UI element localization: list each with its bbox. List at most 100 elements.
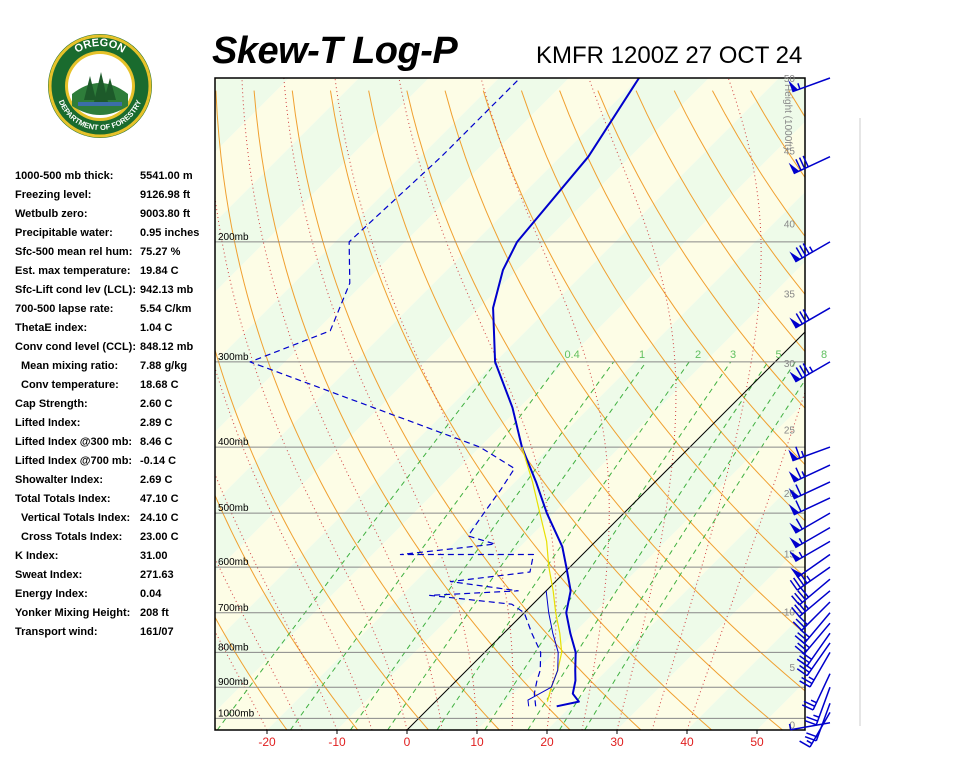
page-title: Skew-T Log-P bbox=[212, 30, 458, 72]
index-label: 1000-500 mb thick: bbox=[15, 170, 114, 182]
wind-barb-flag bbox=[799, 680, 811, 688]
wind-barb-half-flag bbox=[797, 83, 801, 90]
wind-barb-flag bbox=[799, 629, 810, 638]
index-row: Cap Strength: 2.60 C bbox=[15, 395, 215, 414]
pressure-label: 500mb bbox=[218, 503, 249, 514]
moist-adiabat bbox=[241, 78, 443, 730]
height-tick-label: 45 bbox=[784, 147, 796, 158]
dry-adiabat bbox=[215, 727, 217, 730]
wind-barb-flag bbox=[799, 664, 810, 674]
wind-barb-flag bbox=[798, 157, 806, 169]
wind-barb-pennant bbox=[789, 251, 801, 262]
wind-barb-flag bbox=[795, 367, 803, 379]
index-value: 5.54 C/km bbox=[140, 303, 192, 315]
height-tick-label: 10 bbox=[784, 608, 796, 619]
wind-barb-flag bbox=[798, 615, 808, 626]
isotherm-band bbox=[0, 78, 79, 730]
wind-barb-flag bbox=[789, 579, 798, 591]
index-row: K Index: 31.00 bbox=[15, 547, 215, 566]
plot-area bbox=[0, 78, 960, 730]
index-label: Conv temperature: bbox=[21, 379, 119, 391]
wind-barb-half-flag bbox=[800, 450, 805, 457]
index-value: 24.10 C bbox=[140, 512, 179, 524]
wind-barb-staff bbox=[793, 155, 831, 175]
wind-barb bbox=[804, 702, 831, 742]
index-value: 19.84 C bbox=[140, 265, 179, 277]
x-tick-label: 20 bbox=[540, 735, 554, 749]
height-tick-label: 5 bbox=[789, 663, 795, 674]
wind-barb-staff bbox=[794, 307, 831, 329]
wind-barb-flag bbox=[794, 635, 805, 644]
mixing-ratio-label: 1 bbox=[639, 349, 645, 361]
index-value: 8.46 C bbox=[140, 436, 173, 448]
wind-barb bbox=[799, 651, 831, 688]
index-label: Mean mixing ratio: bbox=[21, 360, 119, 372]
wind-barb-flag bbox=[797, 642, 808, 652]
svg-text:OREGON: OREGON bbox=[73, 37, 128, 56]
pressure-label: 1000mb bbox=[218, 708, 255, 719]
index-label: Est. max temperature: bbox=[15, 265, 131, 277]
height-tick-label: 30 bbox=[784, 359, 796, 370]
wind-barb-staff bbox=[794, 512, 831, 534]
index-value: 848.12 mb bbox=[140, 341, 194, 353]
wind-barb-pennant bbox=[789, 537, 801, 548]
dry-adiabat bbox=[865, 91, 960, 730]
wind-barb-staff bbox=[793, 464, 831, 483]
wind-barb-staff bbox=[809, 651, 831, 688]
index-label: Lifted Index: bbox=[15, 417, 81, 429]
index-label: 700-500 lapse rate: bbox=[15, 303, 114, 315]
mixing-ratio-line bbox=[216, 361, 497, 730]
wind-barb-flag bbox=[797, 590, 807, 601]
wind-barb-half-flag bbox=[809, 246, 814, 253]
wind-barb-pennant bbox=[788, 487, 800, 499]
pressure-label: 300mb bbox=[218, 352, 249, 363]
index-label: Sfc-500 mean rel hum: bbox=[15, 246, 133, 258]
index-row: Transport wind: 161/07 bbox=[15, 623, 215, 642]
isotherm-band bbox=[215, 122, 805, 730]
index-row: ThetaE index: 1.04 C bbox=[15, 319, 215, 338]
index-row: Sweat Index: 271.63 bbox=[15, 566, 215, 585]
index-label: Freezing level: bbox=[15, 189, 92, 201]
dry-adiabat bbox=[406, 90, 805, 692]
wind-barb-half-flag bbox=[798, 538, 803, 544]
index-value: 161/07 bbox=[140, 626, 174, 638]
wind-barb-flag bbox=[806, 732, 818, 738]
pressure-label: 900mb bbox=[218, 677, 249, 688]
wind-barb-pennant bbox=[788, 471, 800, 482]
dry-adiabat bbox=[444, 90, 805, 635]
wind-barb-flag bbox=[794, 592, 803, 603]
index-value: 9003.80 ft bbox=[140, 208, 191, 220]
wind-barb-flag bbox=[794, 645, 805, 655]
wind-barb-staff bbox=[792, 446, 831, 462]
dry-adiabat bbox=[482, 90, 805, 578]
index-value: 31.00 bbox=[140, 550, 168, 562]
wind-barb-pennant bbox=[788, 449, 799, 461]
wind-barb-flag bbox=[799, 740, 811, 748]
wind-barb-half-flag bbox=[813, 714, 820, 718]
wind-barb-flag bbox=[797, 632, 808, 641]
wind-barb bbox=[789, 512, 831, 534]
x-tick-label: 10 bbox=[470, 735, 484, 749]
wind-barb bbox=[789, 526, 831, 549]
dry-adiabat bbox=[253, 90, 571, 730]
wind-barb-flag bbox=[799, 311, 807, 323]
wind-barb-pennant bbox=[789, 317, 801, 328]
wind-barb-staff bbox=[796, 553, 831, 579]
dry-adiabat bbox=[291, 90, 642, 730]
x-tick-label: -10 bbox=[328, 735, 346, 749]
index-row: Sfc-500 mean rel hum: 75.27 % bbox=[15, 243, 215, 262]
index-row: Mean mixing ratio: 7.88 g/kg bbox=[15, 357, 215, 376]
wind-barb-staff bbox=[812, 673, 831, 711]
wind-barb-half-flag bbox=[806, 739, 813, 745]
wind-barb bbox=[789, 361, 831, 383]
wetbulb-profile bbox=[527, 590, 559, 707]
wind-barb-flag bbox=[795, 159, 802, 171]
moist-adiabat bbox=[480, 78, 610, 730]
index-label: Total Totals Index: bbox=[15, 493, 111, 505]
wind-barb-flag bbox=[800, 587, 810, 598]
wind-barb-staff bbox=[806, 632, 831, 667]
index-value: 2.69 C bbox=[140, 474, 173, 486]
pressure-label: 400mb bbox=[218, 437, 249, 448]
isotherm-band bbox=[687, 612, 805, 730]
